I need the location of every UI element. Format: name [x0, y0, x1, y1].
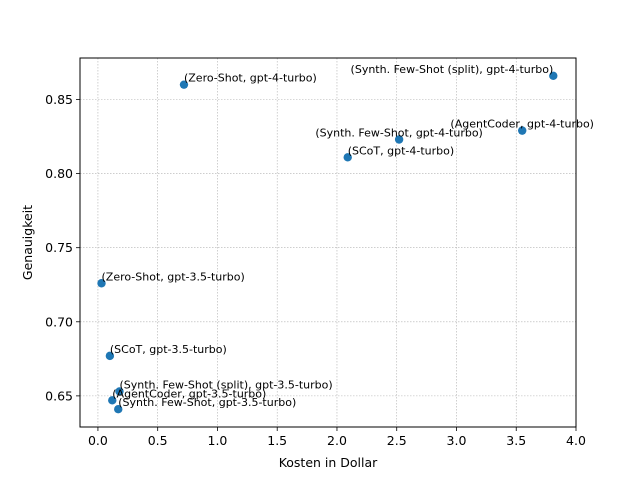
x-tick-label: 1.0 — [208, 433, 228, 448]
y-tick-label: 0.65 — [45, 388, 73, 403]
data-labels: (Zero-Shot, gpt-4-turbo) (Synth. Few-Shot… — [102, 63, 594, 409]
point-label: (Synth. Few-Shot, gpt-3.5-turbo) — [118, 396, 296, 409]
scatter-point — [114, 405, 123, 414]
point-label: (Zero-Shot, gpt-3.5-turbo) — [102, 270, 245, 283]
data-points — [97, 71, 558, 414]
y-axis-label: Genauigkeit — [20, 205, 35, 280]
x-tick-label: 4.0 — [566, 433, 586, 448]
scatter-point — [549, 71, 558, 80]
y-tick-label: 0.85 — [45, 92, 73, 107]
y-tick-label: 0.75 — [45, 240, 73, 255]
x-tick-label: 2.5 — [387, 433, 407, 448]
x-tick-label: 3.5 — [506, 433, 526, 448]
scatter-point — [105, 351, 115, 361]
point-label: (Zero-Shot, gpt-4-turbo) — [184, 72, 317, 85]
scatter-point — [108, 396, 117, 405]
x-tick-label: 1.5 — [267, 433, 287, 448]
scatter-point — [115, 387, 124, 396]
point-label: (SCoT, gpt-3.5-turbo) — [110, 343, 227, 356]
axis-ticks: 0.0 0.5 1.0 1.5 2.0 2.5 3.0 3.5 4.0 0.65 0.70 0.75 0… — [45, 92, 586, 448]
point-label: (Synth. Few-Shot (split), gpt-4-turbo) — [351, 63, 554, 76]
y-tick-label: 0.80 — [45, 166, 73, 181]
scatter-point — [179, 80, 189, 89]
point-label: (AgentCoder, gpt-4-turbo) — [450, 118, 594, 131]
point-label: (Synth. Few-Shot (split), gpt-3.5-turbo) — [119, 378, 332, 391]
x-tick-label: 3.0 — [447, 433, 467, 448]
point-label: (SCoT, gpt-4-turbo) — [348, 144, 454, 157]
point-label: (Synth. Few-Shot, gpt-4-turbo) — [315, 127, 483, 140]
x-tick-label: 0.5 — [148, 433, 168, 448]
scatter-point — [343, 153, 352, 162]
scatter-point — [518, 126, 527, 135]
x-tick-label: 2.0 — [327, 433, 347, 448]
x-axis-label: Kosten in Dollar — [279, 455, 378, 470]
plot-area — [79, 57, 577, 428]
point-label: (AgentCoder, gpt-3.5-turbo) — [112, 387, 266, 400]
scatter-point — [97, 279, 106, 288]
x-tick-label: 0.0 — [88, 433, 108, 448]
y-tick-label: 0.70 — [45, 314, 73, 329]
scatter-point — [394, 135, 404, 144]
